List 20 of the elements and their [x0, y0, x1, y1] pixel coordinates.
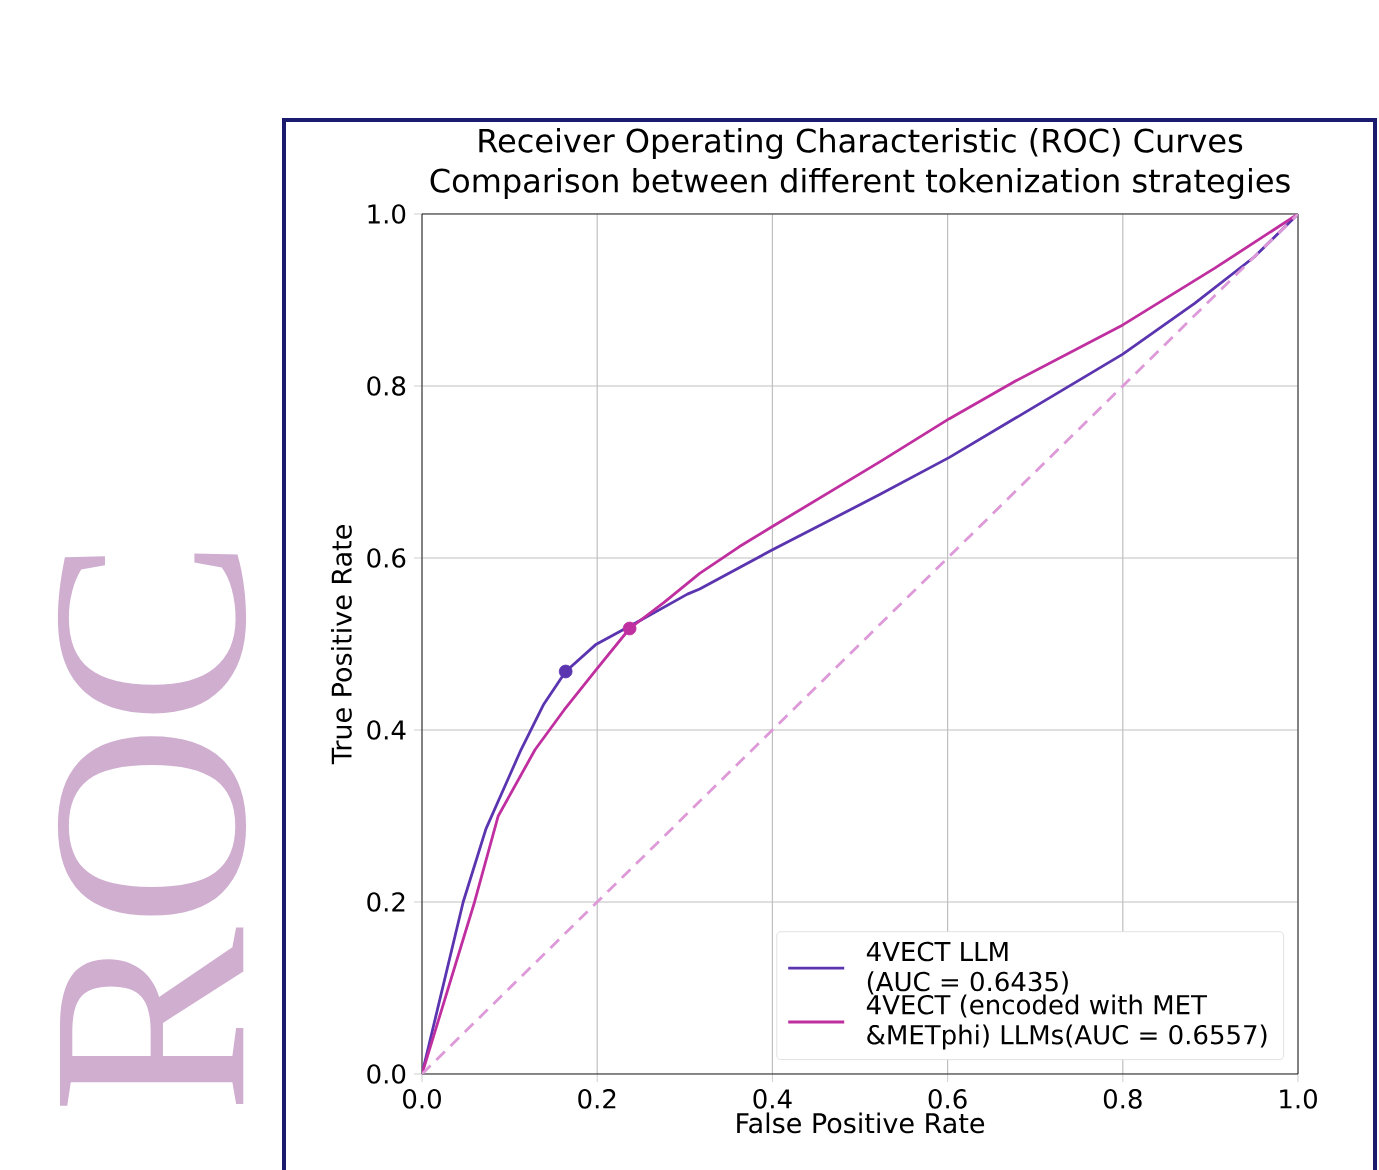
x-tick-label: 0.2	[578, 1089, 616, 1109]
y-tick-label: 0.4	[367, 720, 406, 740]
y-tick-label: 0.2	[367, 892, 405, 912]
chart-subtitle: Comparison between different tokenization strategies	[430, 167, 1290, 199]
x-tick-label: 0.4	[753, 1089, 792, 1109]
y-tick-label: 0.6	[367, 548, 406, 568]
x-tick-label: 1.0	[1280, 1089, 1317, 1109]
x-tick-label: 0.8	[1103, 1089, 1142, 1109]
legend-label: 4VECT LLM (AUC = 0.6435)	[866, 941, 1068, 995]
y-tick-label: 1.0	[368, 204, 406, 224]
legend-label: 4VECT (encoded with MET &METphi) LLMs(AUC = 0.6557)	[866, 994, 1267, 1050]
x-tick-label: 0.0	[403, 1089, 441, 1109]
x-axis-title: False Positive Rate	[737, 1112, 985, 1134]
line-series	[422, 213, 1299, 1074]
y-tick-label: 0.0	[367, 1064, 406, 1084]
chart-title: Receiver Operating Characteristic (ROC) Curves	[479, 127, 1243, 159]
text: ROC	[57, 553, 247, 1106]
x-tick-label: 0.6	[928, 1089, 967, 1109]
y-tick-label: 0.8	[367, 376, 406, 396]
y-axis-title: True Positive Rate	[330, 525, 352, 765]
